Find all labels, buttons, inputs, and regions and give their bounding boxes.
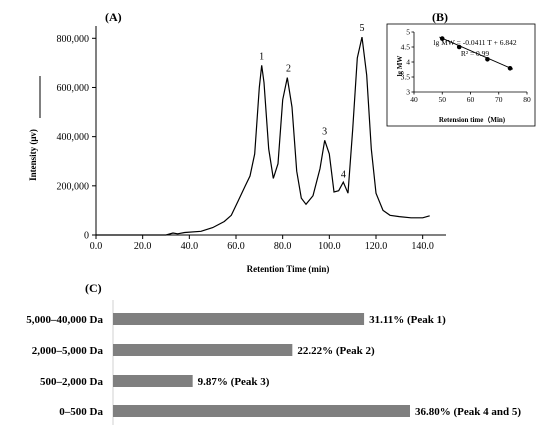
bar-value-label: 31.11% (Peak 1) <box>369 314 446 326</box>
chromatogram-y-ticks: 0 200,000 400,000 600,000 800,000 <box>57 34 96 242</box>
inset-frame <box>386 23 536 127</box>
y-tick-label: 0 <box>84 231 89 242</box>
x-tick-label: 60.0 <box>227 241 245 252</box>
chromatogram-y-axis-title: Intensity (μv) <box>28 129 38 181</box>
calibration-points <box>439 36 513 71</box>
distribution-bar <box>113 344 293 356</box>
inset-y-tick-label: 5 <box>406 28 410 37</box>
bar-category-label: 2,000–5,000 Da <box>32 345 104 357</box>
inset-y-tick-label: 3.5 <box>401 73 411 82</box>
peak-labels: 1 2 3 4 5 <box>259 23 364 180</box>
chromatogram-panel: (A) 0.0 20.0 40.0 60.0 80.0 100.0 120.0 140.0 0… <box>28 10 446 274</box>
inset-y-axis-title: lg MW <box>396 56 404 77</box>
distribution-bar <box>113 375 193 387</box>
x-tick-label: 80.0 <box>274 241 292 252</box>
inset-y-ticks: 3 3.5 4 4.5 5 <box>401 28 414 97</box>
bar-category-label: 5,000–40,000 Da <box>26 314 103 326</box>
distribution-bar-panel: (C) 5,000–40,000 Da 31.11% (Peak 1) 2,000–… <box>26 281 521 425</box>
x-tick-label: 20.0 <box>134 241 152 252</box>
peak-label-5: 5 <box>360 23 365 34</box>
peak-label-4: 4 <box>341 169 346 180</box>
y-tick-label: 200,000 <box>57 181 90 192</box>
inset-y-tick-label: 4 <box>406 58 410 67</box>
regression-equation: lg MW = -0.0411 T + 6.842 <box>433 38 516 47</box>
x-tick-label: 100.0 <box>318 241 341 252</box>
y-tick-label: 800,000 <box>57 34 90 45</box>
distribution-bars: 5,000–40,000 Da 31.11% (Peak 1) 2,000–5,00… <box>26 313 521 418</box>
panel-a-label: (A) <box>105 10 122 24</box>
inset-y-tick-label: 3 <box>406 88 410 97</box>
peak-label-1: 1 <box>259 51 264 62</box>
inset-x-axis-title: Retension time（Min) <box>439 116 506 124</box>
distribution-bar <box>113 405 410 417</box>
calibration-inset: (B) 40 50 60 70 80 3 3.5 4 4.5 5 lg MW = -0.0411… <box>386 10 536 127</box>
inset-x-tick-label: 70 <box>495 95 503 104</box>
chromatogram-trace <box>96 36 430 236</box>
chromatogram-x-axis-title: Retention Time (min) <box>247 264 330 274</box>
calibration-point <box>439 36 445 41</box>
calibration-point <box>456 44 462 50</box>
distribution-bar <box>113 313 365 325</box>
peak-label-2: 2 <box>286 64 291 75</box>
inset-x-tick-label: 50 <box>439 95 447 104</box>
bar-category-label: 0–500 Da <box>59 406 103 418</box>
inset-x-ticks: 40 50 60 70 80 <box>410 92 531 104</box>
peak-label-3: 3 <box>322 126 327 137</box>
x-tick-label: 0.0 <box>90 241 103 252</box>
inset-y-tick-label: 4.5 <box>401 43 411 52</box>
bar-value-label: 36.80% (Peak 4 and 5) <box>415 406 521 418</box>
calibration-point <box>485 57 490 62</box>
panel-c-label: (C) <box>85 281 102 295</box>
bar-category-label: 500–2,000 Da <box>40 376 103 388</box>
bar-value-label: 9.87% (Peak 3) <box>198 376 270 388</box>
x-tick-label: 40.0 <box>181 241 199 252</box>
y-tick-label: 600,000 <box>57 83 90 94</box>
inset-x-tick-label: 60 <box>467 95 475 104</box>
inset-x-tick-label: 80 <box>523 95 531 104</box>
bar-value-label: 22.22% (Peak 2) <box>297 345 375 357</box>
x-tick-label: 120.0 <box>365 241 388 252</box>
panel-b-label: (B) <box>432 10 448 24</box>
x-tick-label: 140.0 <box>411 241 434 252</box>
regression-line <box>439 36 514 70</box>
calibration-point <box>507 66 513 71</box>
inset-x-tick-label: 40 <box>410 95 418 104</box>
y-tick-label: 400,000 <box>57 132 90 143</box>
chromatogram-x-ticks: 0.0 20.0 40.0 60.0 80.0 100.0 120.0 140.0 <box>90 235 434 252</box>
regression-r2: R² = 0.99 <box>461 49 490 58</box>
